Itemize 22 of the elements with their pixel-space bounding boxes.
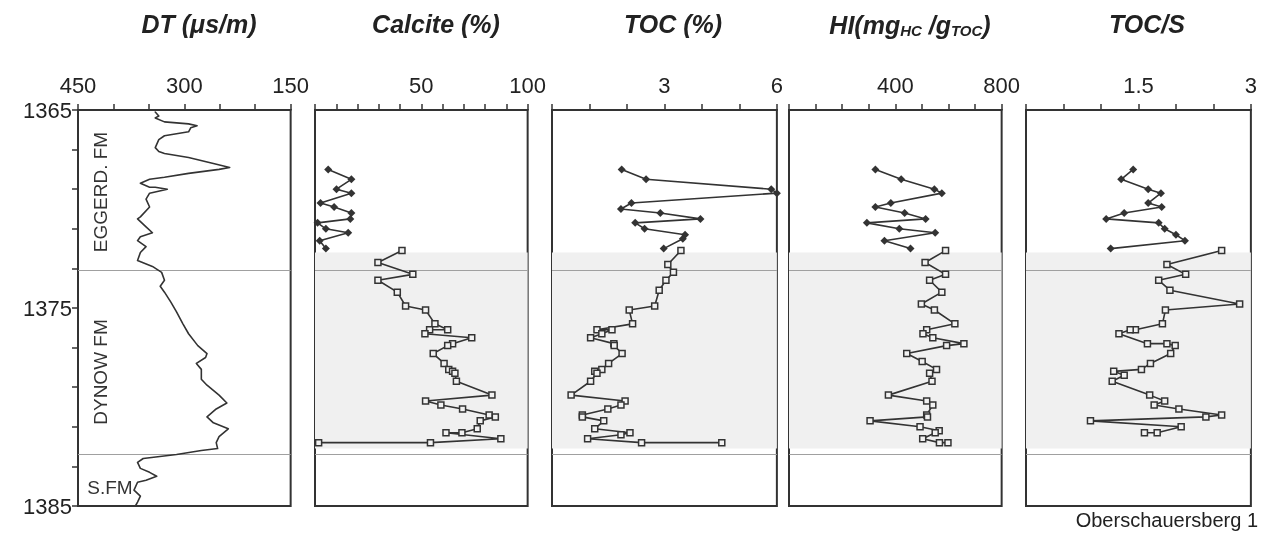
x-tick-label: 150	[272, 72, 310, 98]
x-tick-label: 300	[165, 72, 203, 98]
chart-title: TOC/S	[1109, 9, 1186, 38]
y-tick-label: 1375	[23, 295, 72, 321]
y-tick-label: 1385	[23, 493, 72, 519]
x-tick-label: 3	[658, 72, 671, 98]
text: Oberschauersberg 1	[1075, 509, 1258, 531]
x-tick-label: 400	[876, 72, 914, 98]
annotation: S.FM	[87, 476, 133, 498]
chart-title: TOC (%)	[623, 9, 723, 38]
chart-title: DT (μs/m)	[141, 9, 257, 38]
x-tick-label: 50	[409, 72, 434, 98]
annotation: DYNOW FM	[89, 319, 111, 425]
x-tick-label: 800	[983, 72, 1021, 98]
x-tick-label: 6	[770, 72, 784, 98]
y-tick-label: 1365	[23, 97, 72, 123]
chart-title: Calcite (%)	[372, 9, 500, 38]
x-tick-label: 3	[1244, 72, 1258, 98]
x-tick-label: 1.5	[1123, 72, 1154, 98]
annotation: EGGERD. FM	[89, 131, 111, 253]
x-tick-label: 450	[59, 72, 97, 98]
x-tick-label: 100	[509, 72, 547, 98]
